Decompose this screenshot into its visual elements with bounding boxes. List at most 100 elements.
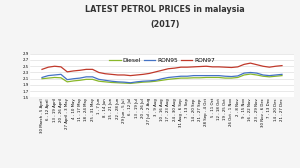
RON97: [211, 66, 214, 68]
RON95: [217, 75, 220, 77]
RON95: [173, 76, 176, 78]
Diesel: [185, 77, 189, 79]
RON97: [148, 72, 151, 74]
RON95: [122, 81, 126, 83]
Diesel: [129, 82, 132, 84]
Diesel: [230, 77, 233, 79]
Diesel: [242, 74, 246, 76]
RON95: [198, 75, 202, 77]
RON95: [274, 74, 278, 76]
RON95: [97, 78, 101, 80]
RON95: [40, 76, 44, 78]
Diesel: [211, 76, 214, 78]
RON95: [242, 72, 246, 74]
RON95: [135, 81, 139, 83]
Diesel: [236, 76, 240, 78]
Diesel: [249, 73, 252, 75]
RON97: [103, 73, 107, 75]
RON95: [179, 75, 183, 77]
RON97: [46, 66, 50, 68]
RON97: [110, 73, 113, 75]
Diesel: [217, 76, 220, 78]
RON97: [249, 62, 252, 64]
RON97: [224, 66, 227, 68]
Diesel: [72, 80, 75, 82]
RON97: [255, 64, 259, 66]
RON95: [116, 81, 120, 83]
RON97: [141, 73, 145, 75]
RON95: [167, 76, 170, 78]
RON97: [91, 68, 94, 70]
RON97: [40, 68, 44, 70]
RON95: [249, 71, 252, 73]
Diesel: [148, 81, 151, 83]
Text: LATEST PETROL PRICES in malaysia: LATEST PETROL PRICES in malaysia: [85, 5, 245, 14]
RON97: [179, 66, 183, 68]
Diesel: [59, 77, 63, 79]
Text: (2017): (2017): [150, 20, 180, 29]
RON97: [198, 66, 202, 68]
RON97: [84, 68, 88, 70]
Diesel: [261, 75, 265, 77]
RON95: [59, 73, 63, 75]
Diesel: [167, 78, 170, 80]
RON95: [185, 75, 189, 77]
Diesel: [204, 76, 208, 78]
Diesel: [192, 77, 195, 79]
Diesel: [110, 81, 113, 83]
Diesel: [122, 82, 126, 84]
RON95: [268, 75, 271, 77]
RON97: [129, 75, 132, 77]
Diesel: [53, 76, 56, 78]
RON97: [242, 63, 246, 65]
RON97: [122, 74, 126, 76]
RON97: [268, 66, 271, 68]
RON97: [274, 65, 278, 67]
Diesel: [40, 78, 44, 80]
Diesel: [65, 81, 69, 83]
RON97: [135, 74, 139, 76]
RON95: [78, 77, 82, 79]
RON97: [204, 65, 208, 67]
Diesel: [135, 82, 139, 84]
RON95: [160, 78, 164, 80]
Diesel: [274, 75, 278, 77]
RON97: [65, 71, 69, 73]
RON95: [91, 76, 94, 78]
RON97: [160, 69, 164, 71]
RON95: [261, 74, 265, 76]
Diesel: [141, 81, 145, 83]
RON97: [72, 70, 75, 72]
Diesel: [179, 77, 183, 79]
RON95: [141, 80, 145, 82]
Diesel: [198, 77, 202, 79]
Line: Diesel: Diesel: [42, 74, 282, 83]
RON95: [236, 75, 240, 77]
RON95: [224, 75, 227, 77]
RON97: [78, 69, 82, 71]
Line: RON97: RON97: [42, 63, 282, 76]
Diesel: [280, 75, 284, 77]
Diesel: [160, 79, 164, 81]
Diesel: [255, 74, 259, 76]
RON97: [167, 68, 170, 70]
RON97: [59, 66, 63, 68]
Diesel: [91, 78, 94, 80]
Diesel: [97, 80, 101, 82]
RON97: [280, 65, 284, 67]
RON95: [72, 78, 75, 80]
RON97: [230, 67, 233, 69]
RON95: [110, 80, 113, 82]
RON97: [236, 66, 240, 68]
Line: RON95: RON95: [42, 72, 282, 83]
Diesel: [173, 78, 176, 80]
RON95: [148, 80, 151, 82]
RON95: [154, 79, 158, 81]
RON97: [53, 65, 56, 67]
Diesel: [84, 78, 88, 80]
RON95: [280, 73, 284, 75]
RON97: [154, 71, 158, 73]
RON97: [217, 66, 220, 68]
RON95: [103, 79, 107, 81]
RON97: [116, 74, 120, 76]
